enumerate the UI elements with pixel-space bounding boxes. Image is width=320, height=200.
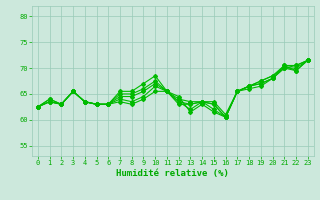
- X-axis label: Humidité relative (%): Humidité relative (%): [116, 169, 229, 178]
